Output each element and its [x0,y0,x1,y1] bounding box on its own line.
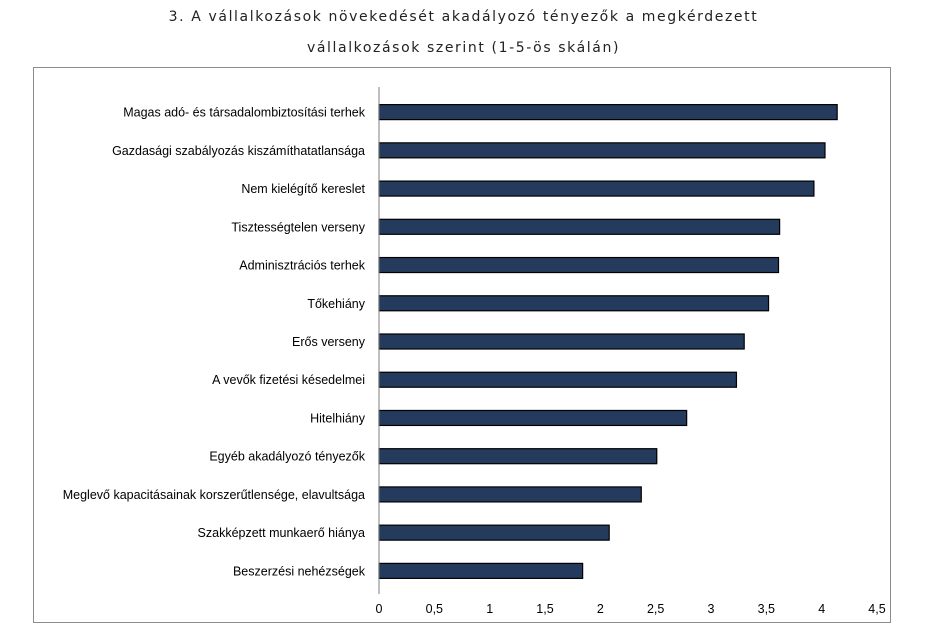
x-tick-label-4: 1,5 [536,602,553,616]
category-label-1: Magas adó- és társadalombiztosítási terh… [123,106,366,120]
x-tick-label-9: 4 [818,602,825,616]
category-label-12: Szakképzett munkaerő hiánya [198,526,366,540]
chart-frame [33,67,891,623]
bar-4 [378,218,781,235]
bar-11 [378,486,642,503]
category-label-8: A vevők fizetési késedelmei [212,373,365,387]
category-label-13: Beszerzési nehézségek [233,564,366,578]
bar-1 [378,104,838,121]
bars-group [378,104,838,579]
x-tick-label-2: 0,5 [426,602,443,616]
bar-3 [378,180,815,197]
bar-5 [378,256,780,274]
category-label-2: Gazdasági szabályozás kiszámíthatatlansá… [112,144,365,158]
x-tick-label-3: 1 [486,602,493,616]
bar-9 [378,409,688,427]
category-label-9: Hitelhiány [310,411,366,425]
category-label-6: Tőkehiány [307,297,365,311]
x-tick-labels: 0 0,5 1 1,5 2 2,5 3 3,5 4 4,5 [376,602,886,616]
x-tick-label-5: 2 [597,602,604,616]
chart-title-line-2: vállalkozások szerint (1-5-ös skálán) [306,40,621,56]
bar-7 [378,333,745,350]
x-tick-label-1: 0 [376,602,383,616]
category-label-3: Nem kielégítő kereslet [241,182,365,196]
x-tick-label-8: 3,5 [758,602,775,616]
bar-10 [378,448,658,465]
x-tick-label-10: 4,5 [868,602,885,616]
category-label-7: Erős verseny [292,335,366,349]
x-tick-label-6: 2,5 [647,602,664,616]
bar-12 [378,524,610,541]
bar-2 [378,142,826,159]
bar-13 [378,562,584,579]
category-label-4: Tisztességtelen verseny [231,220,365,234]
bar-6 [378,295,770,312]
category-label-5: Adminisztrációs terhek [239,259,365,273]
chart-title-line-1: 3. A vállalkozások növekedését akadályoz… [168,9,759,25]
category-labels: Magas adó- és társadalombiztosítási terh… [63,106,366,579]
category-label-10: Egyéb akadályozó tényezők [209,450,365,464]
bar-8 [378,371,738,388]
x-tick-label-7: 3 [708,602,715,616]
category-label-11: Meglevő kapacitásainak korszerűtlensége,… [63,488,365,502]
